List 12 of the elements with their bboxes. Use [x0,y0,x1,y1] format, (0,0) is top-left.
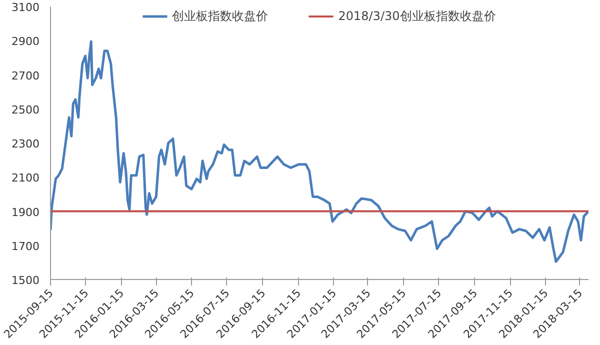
y-tick-label: 2500 [12,103,40,116]
y-tick-label: 2100 [12,172,40,185]
legend-label: 创业板指数收盘价 [172,8,268,24]
legend-label: 2018/3/30创业板指数收盘价 [338,8,496,24]
y-tick-label: 1500 [12,274,40,287]
y-tick-label: 1700 [12,240,40,253]
y-tick-label: 2900 [12,35,40,48]
y-tick-label: 1900 [12,206,40,219]
y-tick-label: 2300 [12,138,40,150]
y-tick-label: 2700 [12,69,40,82]
line-series [50,40,588,263]
y-tick-label: 3100 [12,1,40,14]
